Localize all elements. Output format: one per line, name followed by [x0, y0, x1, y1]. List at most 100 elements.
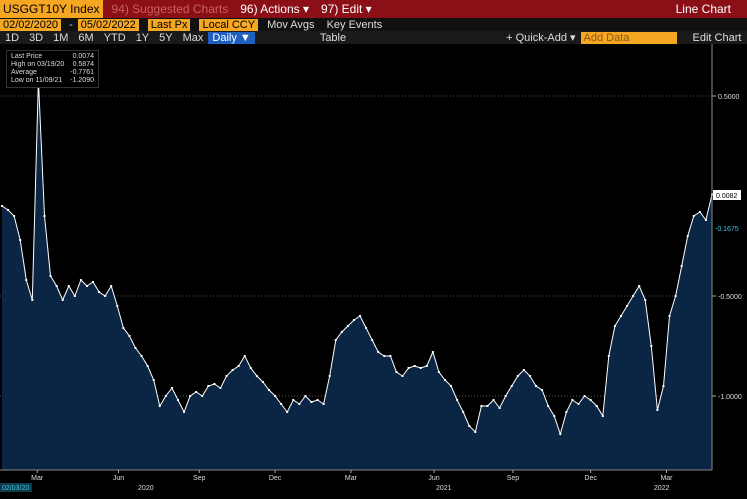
period-button[interactable]: 1M: [53, 31, 69, 44]
area: [2, 80, 712, 470]
point: [92, 281, 95, 283]
chart: 0.5000 -0.5000 -1.0000 Mar Jun Sep Dec Mar Jun Se…: [0, 44, 742, 492]
point: [425, 365, 428, 367]
add-data[interactable]: Add Data: [580, 31, 677, 44]
start-date-label: 02/03/20: [2, 485, 29, 492]
point: [437, 371, 440, 373]
start-date[interactable]: 02/02/2020: [0, 18, 62, 31]
quick-add[interactable]: + Quick-Add ▾: [506, 32, 576, 44]
point: [389, 355, 392, 357]
period-buttons: 1D 3D 1M 6M YTD 1Y 5Y Max: [0, 32, 208, 44]
point: [207, 385, 210, 387]
y-tick-label: -1.0000: [718, 394, 742, 401]
point: [401, 375, 404, 377]
point: [583, 395, 586, 397]
date-box: [0, 483, 32, 492]
point: [644, 299, 647, 301]
mov-avgs[interactable]: Mov Avgs: [267, 18, 315, 31]
period-button[interactable]: 1D: [5, 31, 20, 44]
point: [140, 355, 143, 357]
point: [413, 365, 416, 367]
legend-label: Average: [11, 69, 37, 76]
point: [225, 375, 228, 377]
point: [213, 383, 216, 385]
point: [43, 215, 46, 217]
actions-menu[interactable]: 96) Actions ▾: [240, 2, 309, 16]
point: [492, 399, 495, 401]
y-tick-label: -0.5000: [718, 294, 742, 301]
point: [304, 395, 307, 397]
point: [261, 381, 264, 383]
point: [219, 387, 222, 389]
last-value-label: 0.0082: [716, 193, 738, 200]
period-button[interactable]: 3D: [29, 31, 44, 44]
period-button[interactable]: Max: [182, 31, 204, 44]
security-field[interactable]: USGGT10Y Index: [0, 0, 103, 18]
legend-value: 0.0074: [72, 53, 94, 60]
point: [577, 403, 580, 405]
key-events[interactable]: Key Events: [326, 18, 383, 31]
point: [104, 295, 107, 297]
point: [395, 371, 398, 373]
point: [310, 401, 313, 403]
point: [201, 395, 204, 397]
frequency[interactable]: Daily ▼: [208, 31, 255, 44]
table-button[interactable]: Table: [319, 31, 347, 44]
point: [468, 425, 471, 427]
point: [85, 285, 88, 287]
point: [595, 405, 598, 407]
point: [158, 405, 161, 407]
point: [19, 239, 22, 241]
point: [662, 385, 665, 387]
annotation-box: [713, 190, 741, 200]
x-tick-label: Jun: [428, 475, 439, 482]
point: [571, 399, 574, 401]
point: [632, 295, 635, 297]
legend-row: Low on 11/09/21 -1.2090: [11, 77, 94, 85]
point: [686, 235, 689, 237]
point: [292, 399, 295, 401]
point: [280, 403, 283, 405]
legend-label: Low on 11/09/21: [11, 77, 63, 84]
point: [73, 295, 76, 297]
period-button[interactable]: 1Y: [135, 31, 150, 44]
edit-menu[interactable]: 97) Edit ▾: [320, 2, 372, 16]
legend-value: -1.2090: [70, 77, 94, 84]
period-button[interactable]: 6M: [78, 31, 94, 44]
field-select[interactable]: Last Px: [147, 18, 191, 31]
point: [31, 299, 34, 301]
point: [249, 367, 252, 369]
legend: Last Price 0.0074 High on 03/19/20 0.5874 Av…: [6, 50, 99, 88]
x-tick-label: Mar: [660, 475, 673, 482]
point: [67, 285, 70, 287]
point: [559, 433, 562, 435]
point: [456, 399, 459, 401]
point: [98, 291, 101, 293]
point: [1, 205, 3, 207]
legend-row: Last Price 0.0074: [11, 53, 94, 61]
period-button[interactable]: 5Y: [159, 31, 173, 44]
point: [110, 285, 113, 287]
point: [346, 325, 349, 327]
legend-value: -0.7761: [70, 69, 94, 76]
point: [498, 407, 501, 409]
point: [680, 265, 683, 267]
point: [134, 347, 137, 349]
point: [541, 389, 544, 391]
year-label: 2020: [138, 485, 154, 492]
point: [553, 415, 556, 417]
y-tick-label: 0.5000: [718, 94, 740, 101]
end-date[interactable]: 05/02/2022: [77, 18, 139, 31]
point: [49, 275, 52, 277]
point: [474, 431, 477, 433]
point: [638, 285, 641, 287]
point: [383, 355, 386, 357]
period-button[interactable]: YTD: [103, 31, 126, 44]
edit-chart[interactable]: Edit Chart: [692, 31, 742, 44]
point: [407, 367, 410, 369]
point: [431, 351, 434, 353]
currency-select[interactable]: Local CCY: [199, 18, 259, 31]
x-tick-label: Mar: [31, 475, 44, 482]
point: [316, 399, 319, 401]
suggested-charts[interactable]: 94) Suggested Charts: [111, 2, 229, 16]
